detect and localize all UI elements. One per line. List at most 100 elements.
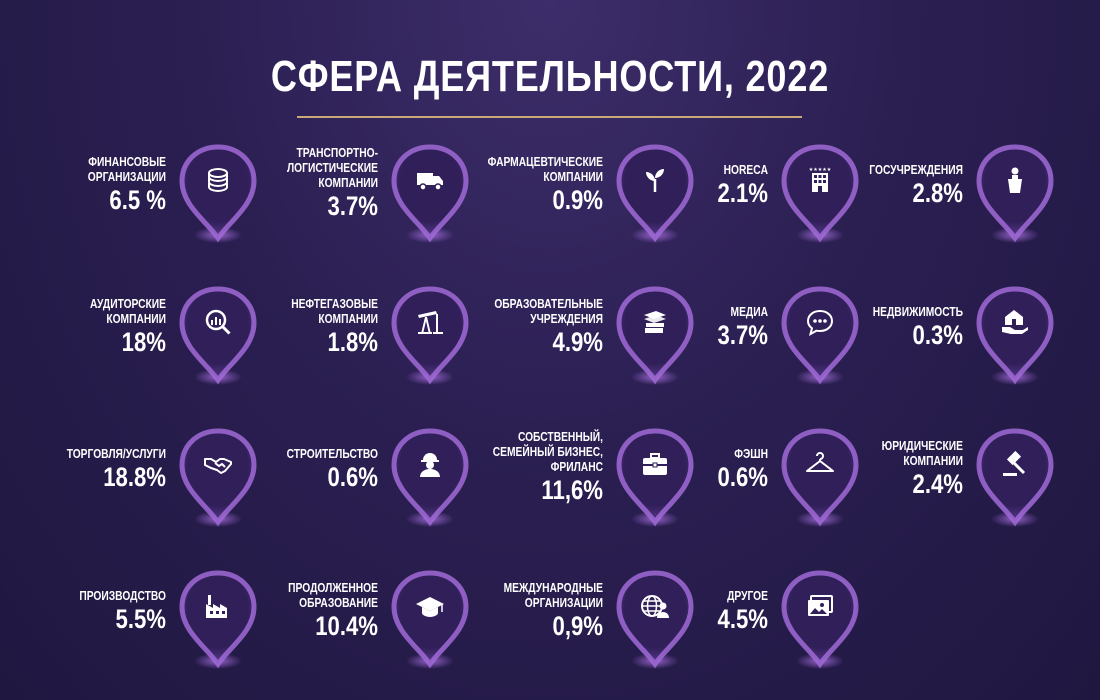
pictures-icon [805, 591, 835, 621]
category-label: ФЭШН [734, 447, 768, 461]
hanger-icon [805, 449, 835, 479]
map-pin [975, 143, 1055, 243]
podium-icon [1000, 165, 1030, 195]
percent-value: 18.8% [103, 462, 166, 492]
percent-value: 0.9% [552, 185, 603, 215]
category-label: ОБРАЗОВАТЕЛЬНЫЕ УЧРЕЖДЕНИЯ [494, 297, 603, 326]
percent-value: 18% [121, 327, 166, 357]
map-pin [615, 143, 695, 243]
map-pin [178, 569, 258, 669]
tile-own-business: СОБСТВЕННЫЙ, СЕМЕЙНЫЙ БИЗНЕС, ФРИЛАНС 11… [485, 427, 695, 557]
map-pin [615, 285, 695, 385]
tile-government: ГОСУЧРЕЖДЕНИЯ 2.8% [845, 143, 1055, 273]
tile-legal: ЮРИДИЧЕСКИЕ КОМПАНИИ 2.4% [845, 427, 1055, 557]
category-label: НЕФТЕГАЗОВЫЕ КОМПАНИИ [291, 297, 378, 326]
tile-label: ОБРАЗОВАТЕЛЬНЫЕ УЧРЕЖДЕНИЯ 4.9% [423, 297, 603, 356]
map-pin [975, 285, 1055, 385]
category-label: ТРАНСПОРТНО- ЛОГИСТИЧЕСКИЕ КОМПАНИИ [286, 146, 378, 190]
map-pin [780, 427, 860, 527]
tile-label: ПРОИЗВОДСТВО 5.5% [0, 589, 166, 633]
map-pin [615, 569, 695, 669]
tile-horeca: HORECA 2.1% ★★★★★ [650, 143, 860, 273]
map-pin [178, 285, 258, 385]
tile-trade: ТОРГОВЛЯ/УСЛУГИ 18.8% [48, 427, 258, 557]
tile-oilgas: НЕФТЕГАЗОВЫЕ КОМПАНИИ 1.8% [260, 285, 470, 415]
percent-value: 0.6% [717, 462, 768, 492]
percent-value: 1.8% [327, 327, 378, 357]
percent-value: 2.4% [912, 469, 963, 499]
title-divider [297, 116, 802, 118]
category-label: МЕЖДУНАРОДНЫЕ ОРГАНИЗАЦИИ [503, 581, 603, 610]
tile-label: ГОСУЧРЕЖДЕНИЯ 2.8% [783, 163, 963, 207]
tile-international: МЕЖДУНАРОДНЫЕ ОРГАНИЗАЦИИ 0,9% [485, 569, 695, 699]
percent-value: 2.1% [717, 178, 768, 208]
hotel-icon: ★★★★★ [805, 165, 835, 195]
category-label: ПРОДОЛЖЕННОЕ ОБРАЗОВАНИЕ [288, 581, 378, 610]
percent-value: 0.6% [327, 462, 378, 492]
percent-value: 0.3% [912, 320, 963, 350]
magnifier-chart-icon [203, 307, 233, 337]
category-label: HORECA [723, 163, 768, 177]
map-pin [780, 285, 860, 385]
tile-pharma: ФАРМАЦЕВТИЧЕСКИЕ КОМПАНИИ 0.9% [485, 143, 695, 273]
tile-label: МЕЖДУНАРОДНЫЕ ОРГАНИЗАЦИИ 0,9% [423, 581, 603, 640]
tile-label: ПРОДОЛЖЕННОЕ ОБРАЗОВАНИЕ 10.4% [198, 581, 378, 640]
percent-value: 11,6% [541, 475, 603, 505]
map-pin [780, 569, 860, 669]
map-pin [975, 427, 1055, 527]
tile-label: МЕДИА 3.7% [588, 305, 768, 349]
gavel-icon [1000, 449, 1030, 479]
tile-label: ТОРГОВЛЯ/УСЛУГИ 18.8% [0, 447, 166, 491]
category-label: СОБСТВЕННЫЙ, СЕМЕЙНЫЙ БИЗНЕС, ФРИЛАНС [492, 430, 603, 474]
category-label: МЕДИА [730, 305, 768, 319]
percent-value: 5.5% [115, 604, 166, 634]
handshake-icon [203, 449, 233, 479]
tile-education: ОБРАЗОВАТЕЛЬНЫЕ УЧРЕЖДЕНИЯ 4.9% [485, 285, 695, 415]
map-pin [615, 427, 695, 527]
sprout-icon [640, 165, 670, 195]
briefcase-icon [640, 449, 670, 479]
percent-value: 0,9% [552, 611, 603, 641]
map-pin: ★★★★★ [780, 143, 860, 243]
tile-label: АУДИТОРСКИЕ КОМПАНИИ 18% [0, 297, 166, 356]
category-label: ТОРГОВЛЯ/УСЛУГИ [66, 447, 166, 461]
map-pin [178, 143, 258, 243]
map-pin [390, 143, 470, 243]
tile-label: ФАРМАЦЕВТИЧЕСКИЕ КОМПАНИИ 0.9% [423, 155, 603, 214]
tile-label: ТРАНСПОРТНО- ЛОГИСТИЧЕСКИЕ КОМПАНИИ 3.7% [198, 146, 378, 220]
svg-text:★★★★★: ★★★★★ [809, 167, 832, 173]
tile-manufacturing: ПРОИЗВОДСТВО 5.5% [48, 569, 258, 699]
tile-realestate: НЕДВИЖИМОСТЬ 0.3% [845, 285, 1055, 415]
category-label: ЮРИДИЧЕСКИЕ КОМПАНИИ [881, 439, 963, 468]
tile-audit: АУДИТОРСКИЕ КОМПАНИИ 18% [48, 285, 258, 415]
category-label: АУДИТОРСКИЕ КОМПАНИИ [90, 297, 166, 326]
percent-value: 4.5% [717, 604, 768, 634]
tile-label: НЕДВИЖИМОСТЬ 0.3% [783, 305, 963, 349]
tile-label: СОБСТВЕННЫЙ, СЕМЕЙНЫЙ БИЗНЕС, ФРИЛАНС 11… [423, 430, 603, 504]
tile-other: ДРУГОЕ 4.5% [650, 569, 860, 699]
category-label: ПРОИЗВОДСТВО [79, 589, 166, 603]
house-hand-icon [1000, 307, 1030, 337]
tile-fashion: ФЭШН 0.6% [650, 427, 860, 557]
coins-icon [203, 165, 233, 195]
map-pin [178, 427, 258, 527]
map-pin [390, 285, 470, 385]
category-label: ФАРМАЦЕВТИЧЕСКИЕ КОМПАНИИ [487, 155, 603, 184]
percent-value: 2.8% [912, 178, 963, 208]
tile-construction: СТРОИТЕЛЬСТВО 0.6% [260, 427, 470, 557]
category-label: ФИНАНСОВЫЕ ОРГАНИЗАЦИИ [87, 155, 166, 184]
worker-icon [415, 449, 445, 479]
percent-value: 10.4% [315, 611, 378, 641]
category-label: ДРУГОЕ [727, 589, 768, 603]
category-label: НЕДВИЖИМОСТЬ [872, 305, 963, 319]
tile-label: ФИНАНСОВЫЕ ОРГАНИЗАЦИИ 6.5 % [0, 155, 166, 214]
map-pin [390, 427, 470, 527]
truck-icon [415, 165, 445, 195]
tile-label: HORECA 2.1% [588, 163, 768, 207]
page-title: СФЕРА ДЕЯТЕЛЬНОСТИ, 2022 [270, 52, 830, 101]
percent-value: 6.5 % [109, 185, 166, 215]
percent-value: 4.9% [552, 327, 603, 357]
globe-person-icon [640, 591, 670, 621]
tile-label: ФЭШН 0.6% [588, 447, 768, 491]
